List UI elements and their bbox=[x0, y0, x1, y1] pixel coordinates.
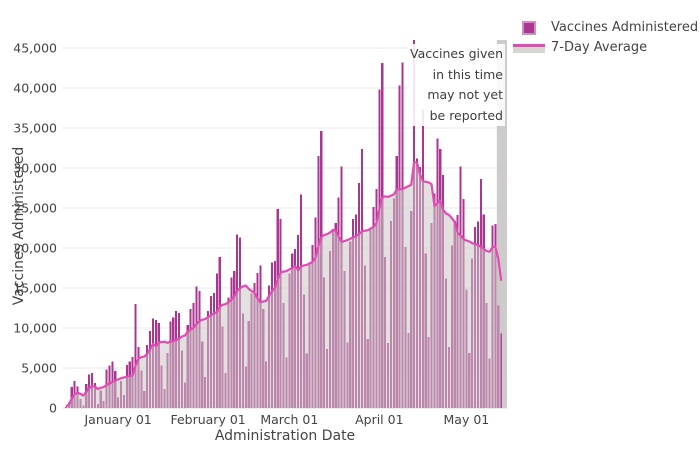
x-axis-title: Administration Date bbox=[214, 428, 356, 444]
y-axis-title: Vaccines Administered bbox=[11, 146, 27, 306]
svg-text:15,000: 15,000 bbox=[13, 281, 57, 296]
line-swatch-icon bbox=[512, 42, 546, 53]
svg-text:March 01: March 01 bbox=[260, 412, 318, 427]
svg-text:35,000: 35,000 bbox=[13, 121, 57, 136]
bar-swatch-icon bbox=[512, 20, 546, 35]
svg-text:30,000: 30,000 bbox=[13, 161, 57, 176]
svg-text:40,000: 40,000 bbox=[13, 81, 57, 96]
y-tick-labels: 0 5,000 10,000 15,000 20,000 25,000 30,000 35,0… bbox=[13, 41, 57, 416]
svg-text:5,000: 5,000 bbox=[21, 361, 57, 376]
svg-text:April 01: April 01 bbox=[355, 412, 403, 427]
x-tick-labels: January 01 February 01 March 01 April 01 May… bbox=[83, 412, 489, 427]
seven-day-average-line bbox=[65, 161, 503, 408]
svg-text:May 01: May 01 bbox=[444, 412, 490, 427]
svg-text:10,000: 10,000 bbox=[13, 321, 57, 336]
svg-text:20,000: 20,000 bbox=[13, 241, 57, 256]
legend-item-vaccines-administered[interactable]: Vaccines Administered bbox=[512, 20, 698, 35]
legend: Vaccines Administered 7-Day Average bbox=[512, 20, 698, 55]
svg-text:0: 0 bbox=[49, 401, 57, 416]
legend-item-7-day-average[interactable]: 7-Day Average bbox=[512, 40, 698, 55]
unreported-data-annotation: Vaccines given in this time may not yet … bbox=[408, 44, 505, 126]
svg-text:45,000: 45,000 bbox=[13, 41, 57, 56]
average-area-fill bbox=[65, 162, 502, 408]
unreported-band bbox=[496, 40, 507, 408]
svg-text:February 01: February 01 bbox=[170, 412, 245, 427]
legend-label: 7-Day Average bbox=[551, 40, 648, 55]
legend-label: Vaccines Administered bbox=[551, 20, 699, 35]
svg-text:25,000: 25,000 bbox=[13, 201, 57, 216]
svg-text:January 01: January 01 bbox=[83, 412, 151, 427]
